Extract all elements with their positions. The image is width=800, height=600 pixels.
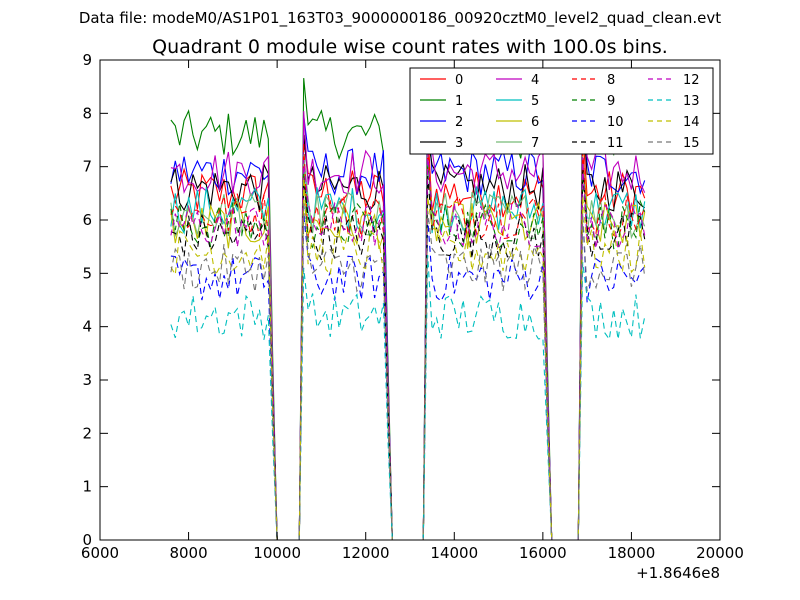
x-tick-label: 10000 [253,544,301,562]
chart-title: Quadrant 0 module wise count rates with … [152,36,668,58]
tick-layer: 6000 8000 10000 12000 14000 16000 18000 20000 0 1… [81,51,744,562]
x-tick-label: 12000 [342,544,390,562]
legend-label-7: 7 [531,136,539,151]
series-line-module-13 [170,254,646,540]
legend-label-10: 10 [607,115,624,130]
figure-suptitle: Data file: modeM0/AS1P01_163T03_90000001… [78,9,722,27]
series-line-module-2 [170,103,646,540]
series-line-module-14 [170,177,646,540]
x-tick-label: 14000 [430,544,478,562]
y-tick-label: 2 [82,424,92,442]
legend-label-15: 15 [683,136,700,151]
legend-box [409,67,714,155]
series-line-module-4 [170,111,646,540]
series-line-module-1 [170,67,646,540]
x-tick-label: 16000 [519,544,567,562]
legend-label-9: 9 [607,94,615,109]
y-tick-label: 9 [82,51,92,69]
x-tick-label: 18000 [608,544,656,562]
x-tick-label: 20000 [696,544,744,562]
series-line-module-3 [170,113,646,540]
x-offset-label: +1.8646e8 [636,564,720,582]
legend-label-14: 14 [683,115,700,130]
x-tick-label: 6000 [81,544,119,562]
legend-label-2: 2 [455,115,463,130]
series-layer [170,67,646,540]
series-line-module-8 [170,143,646,540]
legend-label-1: 1 [455,94,463,109]
y-tick-label: 8 [82,104,92,122]
x-tick-label: 8000 [169,544,207,562]
series-line-module-11 [170,166,646,540]
y-tick-label: 1 [82,478,92,496]
legend-label-13: 13 [683,94,700,109]
legend-label-12: 12 [683,73,700,88]
series-line-module-5 [170,147,646,540]
legend-label-3: 3 [455,136,463,151]
legend-label-0: 0 [455,73,463,88]
series-line-module-0 [170,126,646,540]
legend-label-8: 8 [607,73,615,88]
series-line-module-6 [170,153,646,540]
series-line-module-9 [170,161,646,540]
y-tick-label: 4 [82,318,92,336]
series-line-module-7 [170,149,646,540]
axes-frame [99,59,721,541]
y-tick-label: 7 [82,158,92,176]
legend-label-4: 4 [531,73,539,88]
legend-label-11: 11 [607,136,624,151]
series-line-module-10 [170,214,646,540]
series-line-module-15 [170,202,646,540]
y-tick-label: 6 [82,211,92,229]
y-tick-label: 0 [82,531,92,549]
series-line-module-12 [170,153,646,540]
legend-label-5: 5 [531,94,539,109]
y-tick-label: 3 [82,371,92,389]
y-tick-label: 5 [82,264,92,282]
legend-label-6: 6 [531,115,539,130]
